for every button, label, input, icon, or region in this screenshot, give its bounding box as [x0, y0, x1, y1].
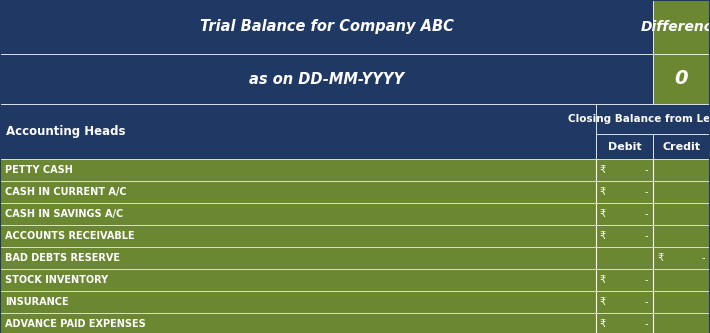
Bar — [596, 134, 653, 159]
Bar — [653, 54, 710, 104]
Text: Closing Balance from Ledger: Closing Balance from Ledger — [568, 114, 710, 124]
Bar — [0, 313, 710, 333]
Bar — [0, 291, 710, 313]
Text: Debit: Debit — [608, 142, 641, 152]
Text: Credit: Credit — [662, 142, 701, 152]
Text: 0: 0 — [674, 70, 688, 89]
Text: -: - — [645, 275, 648, 285]
Text: BAD DEBTS RESERVE: BAD DEBTS RESERVE — [5, 253, 120, 263]
Text: ₹: ₹ — [600, 165, 606, 175]
Text: PETTY CASH: PETTY CASH — [5, 165, 73, 175]
Bar — [0, 203, 710, 225]
Text: INSURANCE: INSURANCE — [5, 297, 69, 307]
Text: -: - — [701, 253, 705, 263]
Text: ₹: ₹ — [600, 209, 606, 219]
Bar — [0, 159, 710, 181]
Bar — [596, 104, 710, 134]
Text: ₹: ₹ — [600, 275, 606, 285]
Text: ₹: ₹ — [600, 231, 606, 241]
Text: -: - — [645, 297, 648, 307]
Bar — [0, 225, 710, 247]
Bar — [653, 134, 710, 159]
Text: ₹: ₹ — [657, 253, 663, 263]
Text: Trial Balance for Company ABC: Trial Balance for Company ABC — [200, 20, 454, 35]
Bar — [0, 0, 653, 54]
Text: ₹: ₹ — [600, 187, 606, 197]
Text: -: - — [645, 187, 648, 197]
Text: -: - — [645, 231, 648, 241]
Text: CASH IN CURRENT A/C: CASH IN CURRENT A/C — [5, 187, 126, 197]
Bar — [0, 247, 710, 269]
Text: ₹: ₹ — [600, 319, 606, 329]
Text: STOCK INVENTORY: STOCK INVENTORY — [5, 275, 108, 285]
Text: CASH IN SAVINGS A/C: CASH IN SAVINGS A/C — [5, 209, 124, 219]
Text: Accounting Heads: Accounting Heads — [6, 125, 126, 138]
Text: Difference: Difference — [641, 20, 710, 34]
Text: ADVANCE PAID EXPENSES: ADVANCE PAID EXPENSES — [5, 319, 146, 329]
Text: -: - — [645, 165, 648, 175]
Text: -: - — [645, 319, 648, 329]
Bar — [0, 181, 710, 203]
Bar — [653, 0, 710, 54]
Text: ACCOUNTS RECEIVABLE: ACCOUNTS RECEIVABLE — [5, 231, 135, 241]
Bar — [0, 54, 653, 104]
Text: -: - — [645, 209, 648, 219]
Bar — [0, 104, 596, 159]
Text: ₹: ₹ — [600, 297, 606, 307]
Bar — [0, 269, 710, 291]
Text: as on DD-MM-YYYY: as on DD-MM-YYYY — [249, 72, 404, 87]
